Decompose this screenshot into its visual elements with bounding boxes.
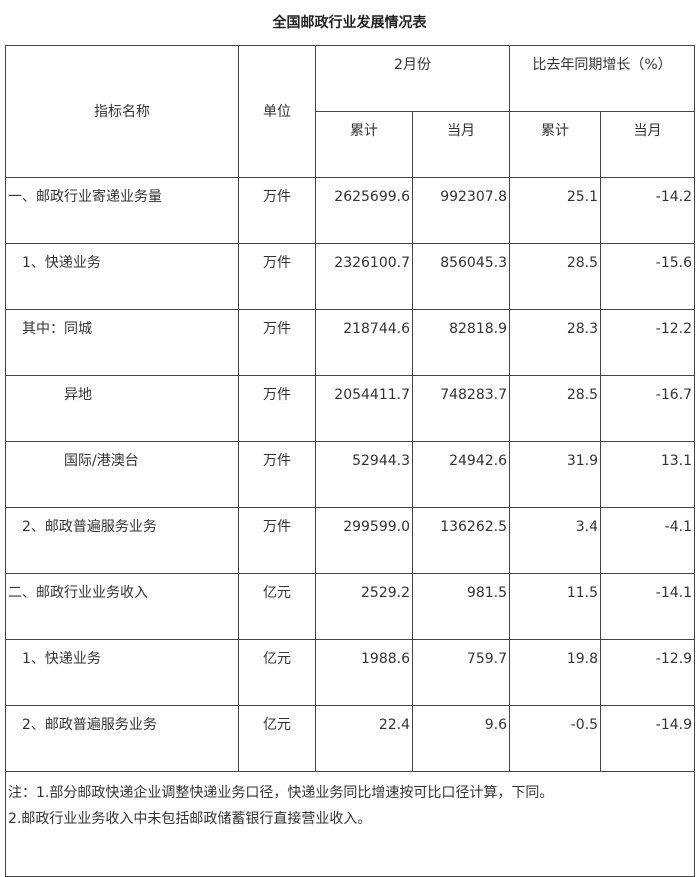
row-current: 9.6 [411, 705, 511, 772]
table-row: 1、快递业务 万件 2326100.7 856045.3 28.5 -15.6 [5, 243, 696, 310]
header-name: 指标名称 [5, 45, 239, 178]
notes: 注：1.部分邮政快递企业调整快递业务口径，快递业务同比增速按可比口径计算，下同。… [4, 771, 696, 877]
row-name: 异地 [5, 375, 239, 442]
header-growth-current: 当月 [600, 111, 696, 178]
header-growth-cumulative: 累计 [509, 111, 602, 178]
row-name: 2、邮政普遍服务业务 [5, 705, 239, 772]
row-growth-current: -12.9 [600, 639, 696, 706]
note-1: 注：1.部分邮政快递企业调整快递业务口径，快递业务同比增速按可比口径计算，下同。 [8, 785, 554, 801]
table-row: 一、邮政行业寄递业务量 万件 2625699.6 992307.8 25.1 -14.2 [5, 177, 696, 244]
header-cumulative: 累计 [315, 111, 413, 178]
header-growth: 比去年同期增长（%） [509, 45, 696, 112]
row-growth-cumulative: 11.5 [509, 573, 602, 640]
row-unit: 万件 [238, 177, 316, 244]
row-cumulative: 1988.6 [315, 639, 413, 706]
note-2: 2.邮政行业业务收入中未包括邮政储蓄银行直接营业收入。 [8, 811, 372, 827]
row-name: 一、邮政行业寄递业务量 [5, 177, 239, 244]
row-current: 24942.6 [411, 441, 511, 508]
header-month: 2月份 [314, 45, 511, 112]
row-cumulative: 22.4 [315, 705, 413, 772]
row-unit: 万件 [238, 243, 316, 310]
row-cumulative: 2326100.7 [315, 243, 413, 310]
row-growth-current: -14.1 [600, 573, 696, 640]
table-row: 二、邮政行业业务收入 亿元 2529.2 981.5 11.5 -14.1 [5, 573, 696, 640]
row-cumulative: 218744.6 [315, 309, 413, 376]
row-cumulative: 299599.0 [315, 507, 413, 574]
row-cumulative: 2054411.7 [315, 375, 413, 442]
row-cumulative: 2529.2 [315, 573, 413, 640]
postal-industry-table: 指标名称 单位 2月份 比去年同期增长（%） 累计 当月 累计 当月 一、邮政行… [4, 45, 696, 877]
row-growth-current: -14.2 [600, 177, 696, 244]
row-name: 1、快递业务 [5, 639, 239, 706]
row-growth-current: -12.2 [600, 309, 696, 376]
row-unit: 亿元 [238, 573, 316, 640]
row-name: 其中：同城 [5, 309, 239, 376]
row-growth-cumulative: 19.8 [509, 639, 602, 706]
header-current: 当月 [411, 111, 511, 178]
row-unit: 万件 [238, 507, 316, 574]
header-unit: 单位 [238, 45, 316, 178]
table-title: 全国邮政行业发展情况表 [272, 15, 427, 31]
row-name: 国际/港澳台 [5, 441, 239, 508]
row-current: 981.5 [411, 573, 511, 640]
row-cumulative: 2625699.6 [315, 177, 413, 244]
row-unit: 亿元 [238, 639, 316, 706]
row-name: 1、快递业务 [5, 243, 239, 310]
table-row: 异地 万件 2054411.7 748283.7 28.5 -16.7 [5, 375, 696, 442]
row-current: 82818.9 [411, 309, 511, 376]
row-cumulative: 52944.3 [315, 441, 413, 508]
row-growth-cumulative: -0.5 [509, 705, 602, 772]
row-growth-current: -14.9 [600, 705, 696, 772]
row-current: 759.7 [411, 639, 511, 706]
row-unit: 万件 [238, 375, 316, 442]
row-current: 136262.5 [411, 507, 511, 574]
row-growth-cumulative: 31.9 [509, 441, 602, 508]
row-growth-current: -4.1 [600, 507, 696, 574]
row-current: 992307.8 [411, 177, 511, 244]
row-growth-cumulative: 28.5 [509, 375, 602, 442]
table-row: 2、邮政普遍服务业务 万件 299599.0 136262.5 3.4 -4.1 [5, 507, 696, 574]
row-unit: 万件 [238, 309, 316, 376]
row-name: 2、邮政普遍服务业务 [5, 507, 239, 574]
row-growth-cumulative: 28.3 [509, 309, 602, 376]
row-growth-current: -15.6 [600, 243, 696, 310]
row-unit: 万件 [238, 441, 316, 508]
table-row: 国际/港澳台 万件 52944.3 24942.6 31.9 13.1 [5, 441, 696, 508]
row-current: 856045.3 [411, 243, 511, 310]
row-name: 二、邮政行业业务收入 [5, 573, 239, 640]
row-growth-cumulative: 3.4 [509, 507, 602, 574]
row-growth-cumulative: 28.5 [509, 243, 602, 310]
row-unit: 亿元 [238, 705, 316, 772]
table-row: 1、快递业务 亿元 1988.6 759.7 19.8 -12.9 [5, 639, 696, 706]
row-current: 748283.7 [411, 375, 511, 442]
table-row: 2、邮政普遍服务业务 亿元 22.4 9.6 -0.5 -14.9 [5, 705, 696, 772]
table-row: 其中：同城 万件 218744.6 82818.9 28.3 -12.2 [5, 309, 696, 376]
row-growth-current: 13.1 [600, 441, 696, 508]
row-growth-current: -16.7 [600, 375, 696, 442]
row-growth-cumulative: 25.1 [509, 177, 602, 244]
